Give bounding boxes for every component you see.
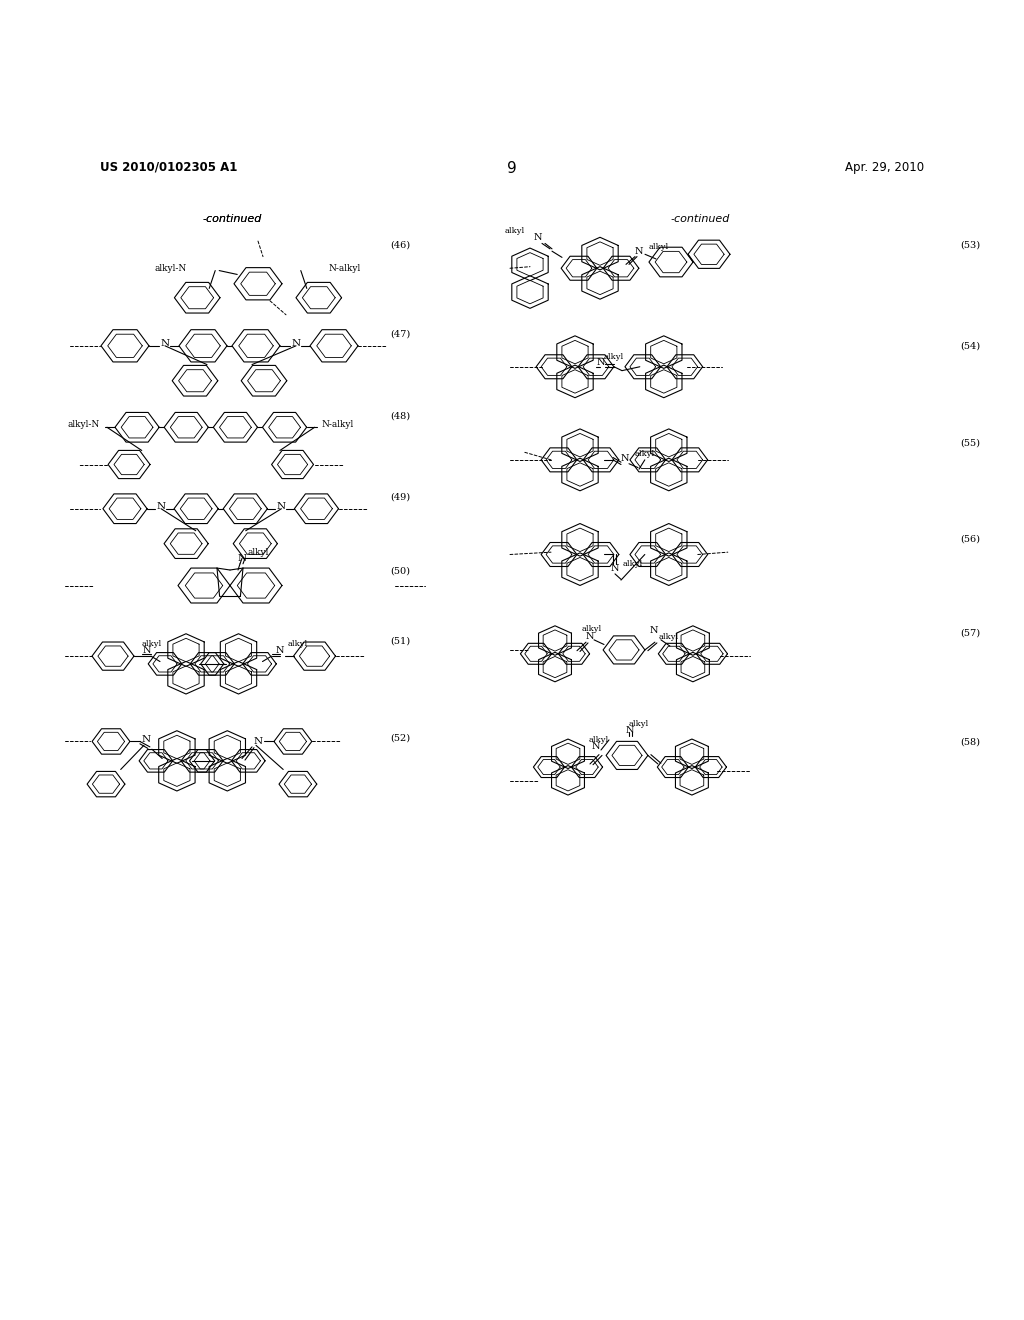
Text: alkyl: alkyl bbox=[658, 632, 679, 640]
Text: alkyl-N: alkyl-N bbox=[155, 264, 187, 273]
Text: alkyl: alkyl bbox=[589, 737, 609, 744]
Text: (47): (47) bbox=[390, 330, 411, 339]
Text: (51): (51) bbox=[390, 636, 411, 645]
Text: alkyl: alkyl bbox=[142, 640, 162, 648]
Text: -continued: -continued bbox=[671, 214, 730, 224]
Text: N-alkyl: N-alkyl bbox=[322, 420, 354, 429]
Text: alkyl: alkyl bbox=[604, 354, 625, 362]
Text: 9: 9 bbox=[507, 161, 517, 177]
Text: N: N bbox=[610, 564, 620, 573]
Text: (48): (48) bbox=[390, 411, 411, 420]
Text: N: N bbox=[586, 632, 594, 642]
Text: N: N bbox=[141, 735, 151, 743]
Text: alkyl: alkyl bbox=[248, 548, 269, 557]
Text: alkyl: alkyl bbox=[635, 450, 655, 458]
Text: N: N bbox=[626, 726, 634, 735]
Text: alkyl-N: alkyl-N bbox=[68, 420, 100, 429]
Text: alkyl: alkyl bbox=[288, 640, 308, 648]
Text: -continued: -continued bbox=[203, 214, 262, 224]
Text: N: N bbox=[621, 454, 630, 463]
Text: Apr. 29, 2010: Apr. 29, 2010 bbox=[845, 161, 924, 174]
Text: N: N bbox=[157, 502, 166, 511]
Text: (54): (54) bbox=[961, 342, 980, 350]
Text: -continued: -continued bbox=[203, 214, 262, 224]
Text: alkyl: alkyl bbox=[649, 243, 670, 251]
Text: (58): (58) bbox=[961, 738, 980, 747]
Text: US 2010/0102305 A1: US 2010/0102305 A1 bbox=[100, 161, 238, 174]
Text: (53): (53) bbox=[961, 240, 980, 249]
Text: alkyl: alkyl bbox=[505, 227, 525, 235]
Text: (55): (55) bbox=[961, 438, 980, 447]
Text: N: N bbox=[292, 339, 301, 348]
Text: N: N bbox=[649, 626, 658, 635]
Text: (50): (50) bbox=[390, 566, 410, 576]
Text: N: N bbox=[597, 359, 605, 367]
Text: (52): (52) bbox=[390, 733, 411, 742]
Text: (57): (57) bbox=[961, 628, 980, 638]
Text: (46): (46) bbox=[390, 240, 411, 249]
Text: alkyl: alkyl bbox=[623, 560, 643, 568]
Text: alkyl: alkyl bbox=[582, 624, 602, 634]
Text: N: N bbox=[253, 737, 262, 746]
Text: N: N bbox=[276, 502, 286, 511]
Text: N-alkyl: N-alkyl bbox=[329, 264, 361, 273]
Text: N: N bbox=[238, 554, 247, 562]
Text: alkyl: alkyl bbox=[629, 721, 649, 729]
Text: N: N bbox=[635, 247, 643, 256]
Text: (56): (56) bbox=[961, 535, 980, 544]
Text: N: N bbox=[275, 647, 284, 655]
Text: N: N bbox=[592, 742, 600, 751]
Text: N: N bbox=[142, 647, 152, 655]
Text: N: N bbox=[534, 232, 543, 242]
Text: N: N bbox=[161, 339, 170, 348]
Text: (49): (49) bbox=[390, 492, 411, 502]
